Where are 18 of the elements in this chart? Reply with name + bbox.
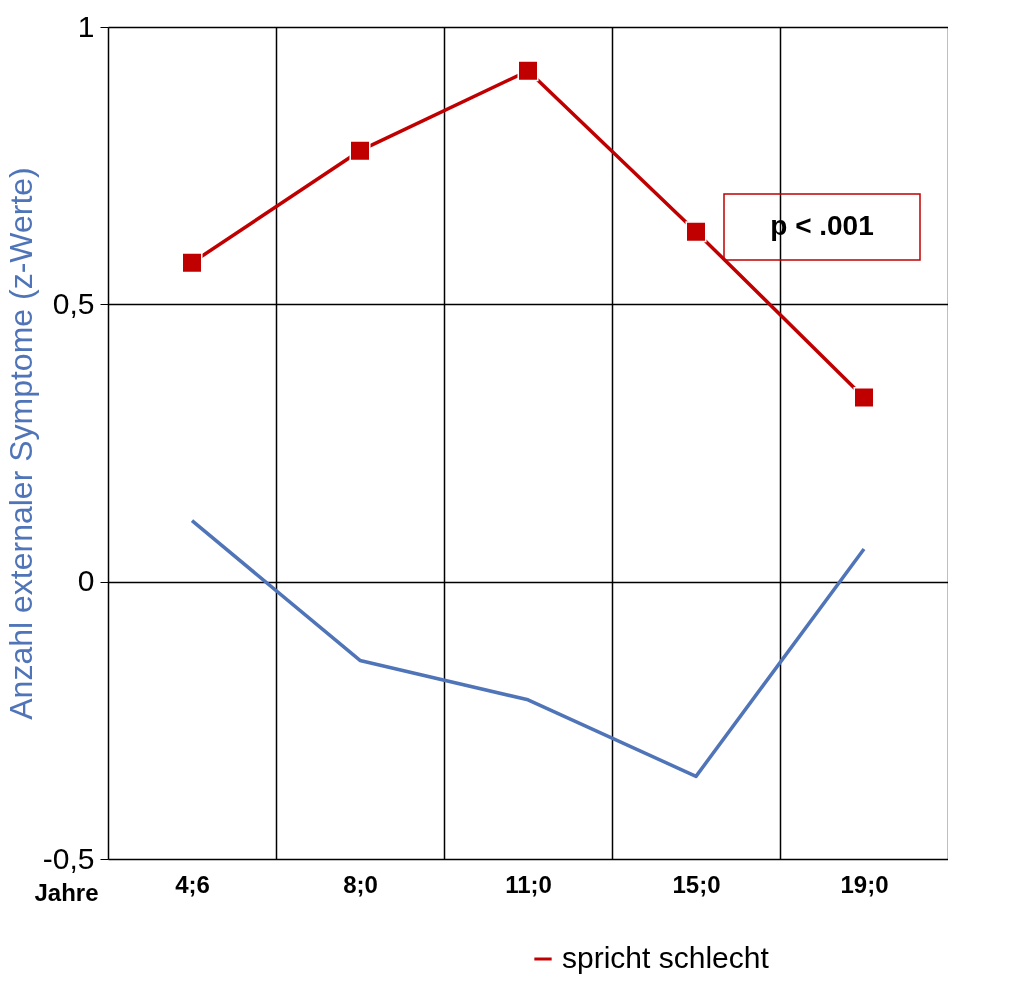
- y-tick-label: 0,5: [52, 286, 95, 320]
- y-tick-label: -0,5: [42, 841, 95, 875]
- line-series: [190, 518, 866, 779]
- legend-label: spricht schlecht: [562, 941, 770, 974]
- x-tick-label: 15;0: [672, 870, 721, 898]
- x-axis-title: Jahre: [34, 878, 99, 906]
- x-tick-label: 8;0: [343, 870, 378, 898]
- point: [517, 60, 539, 82]
- point: [181, 252, 203, 274]
- y-tick-label: 0: [77, 564, 95, 598]
- point: [685, 221, 707, 243]
- point: [853, 387, 875, 409]
- x-tick-label: 11;0: [505, 870, 552, 898]
- y-axis-title: Anzahl externaler Symptome (z-Werte): [2, 167, 39, 720]
- point: [349, 140, 371, 162]
- y-tick-label: 1: [77, 9, 95, 43]
- x-tick-label: 19;0: [840, 870, 889, 898]
- x-tick-label: 4;6: [175, 870, 210, 898]
